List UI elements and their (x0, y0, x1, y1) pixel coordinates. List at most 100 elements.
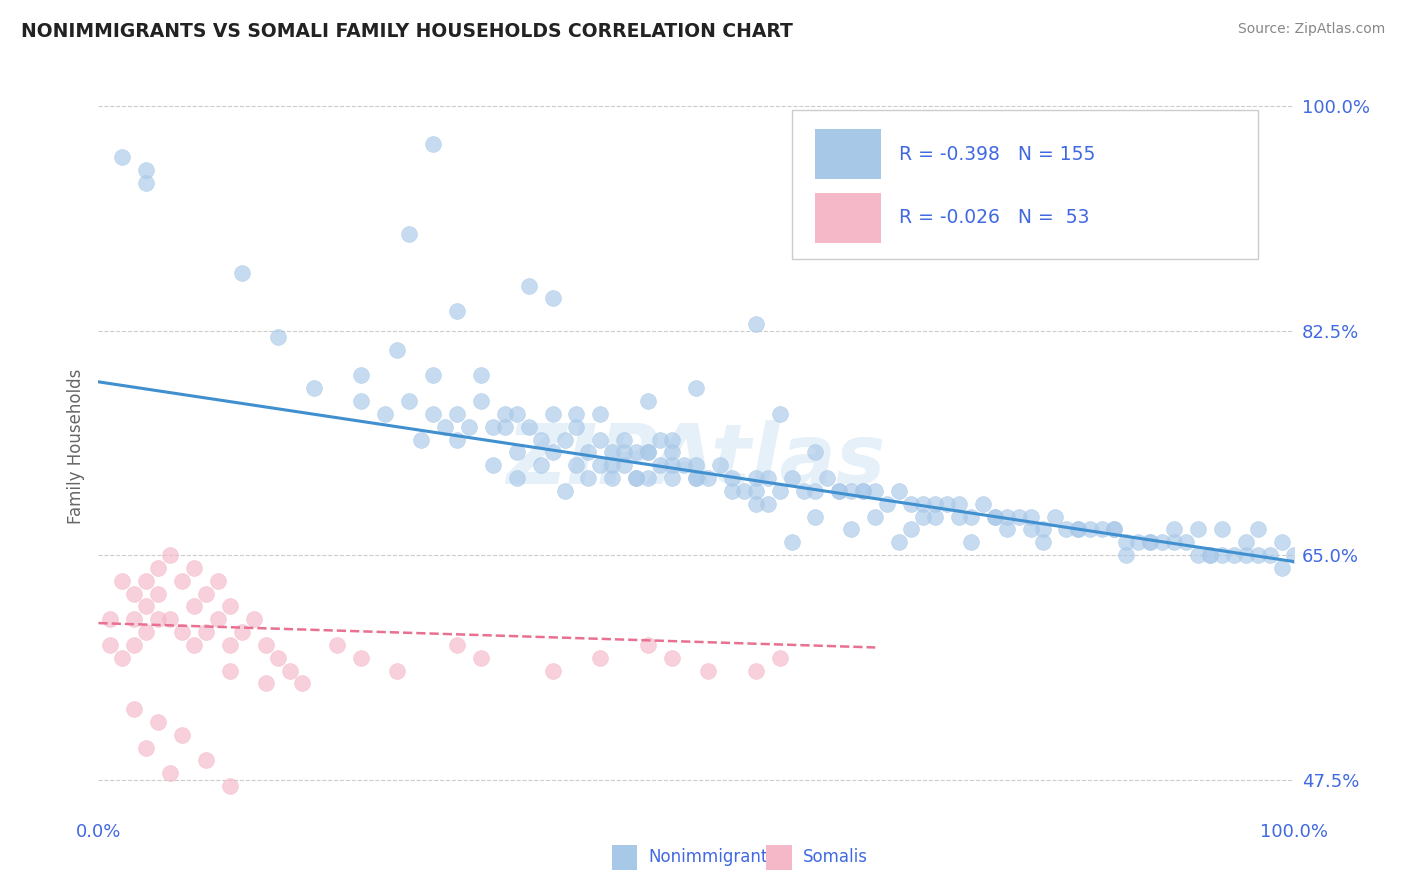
Point (446, 304, 468, 318)
Text: ZIPAtlas: ZIPAtlas (506, 420, 886, 501)
Point (350, 394, 373, 409)
Point (1104, 523, 1126, 537)
Point (984, 509, 1007, 524)
Point (458, 419, 481, 434)
Point (183, 561, 205, 575)
Point (243, 612, 266, 626)
Point (530, 458, 553, 473)
Point (1152, 535, 1174, 549)
Point (661, 433, 683, 447)
Point (172, 625, 194, 640)
Point (1008, 509, 1031, 524)
Point (541, 445, 564, 459)
Point (148, 561, 170, 575)
Point (446, 638, 468, 652)
Point (626, 471, 648, 485)
Text: Nonimmigrants: Nonimmigrants (648, 848, 776, 866)
Point (960, 509, 983, 524)
Point (124, 638, 146, 652)
Point (350, 650, 373, 665)
Point (841, 483, 863, 498)
Point (911, 497, 934, 511)
Point (1056, 523, 1078, 537)
Point (828, 483, 851, 498)
Point (1019, 523, 1042, 537)
Point (434, 419, 457, 434)
Point (900, 523, 922, 537)
Point (195, 625, 218, 640)
Point (148, 586, 170, 600)
Point (374, 407, 396, 421)
FancyBboxPatch shape (815, 193, 882, 243)
Point (1163, 535, 1185, 549)
Point (1282, 548, 1305, 562)
Point (219, 779, 242, 793)
Point (541, 664, 564, 678)
Point (159, 548, 181, 562)
Point (948, 497, 970, 511)
FancyBboxPatch shape (792, 110, 1258, 260)
Point (602, 445, 624, 459)
Point (172, 728, 194, 742)
Y-axis label: Family Households: Family Households (66, 368, 84, 524)
Point (626, 471, 648, 485)
Point (1043, 509, 1066, 524)
Point (972, 497, 994, 511)
Point (1139, 535, 1161, 549)
Point (1187, 548, 1209, 562)
Point (1128, 535, 1150, 549)
Point (780, 471, 803, 485)
Text: Somalis: Somalis (803, 848, 868, 866)
Point (195, 753, 218, 767)
Point (159, 766, 181, 780)
Point (995, 509, 1018, 524)
Point (793, 483, 815, 498)
Point (745, 497, 768, 511)
Point (1211, 523, 1233, 537)
Point (1271, 535, 1294, 549)
Point (1199, 548, 1222, 562)
Point (745, 664, 768, 678)
Point (1223, 548, 1246, 562)
Point (506, 407, 529, 421)
Point (541, 292, 564, 306)
Point (183, 599, 205, 614)
Point (183, 638, 205, 652)
Point (506, 445, 529, 459)
Point (589, 458, 612, 473)
Point (385, 664, 409, 678)
Point (1234, 535, 1257, 549)
Point (804, 509, 827, 524)
Text: Source: ZipAtlas.com: Source: ZipAtlas.com (1237, 22, 1385, 37)
Point (565, 407, 588, 421)
Point (756, 497, 779, 511)
Point (960, 535, 983, 549)
Point (207, 574, 229, 588)
Point (733, 483, 755, 498)
Point (159, 612, 181, 626)
Point (565, 458, 588, 473)
Point (494, 419, 516, 434)
Point (219, 638, 242, 652)
Point (111, 574, 134, 588)
Point (530, 433, 553, 447)
Point (578, 471, 600, 485)
Point (661, 650, 683, 665)
Point (148, 612, 170, 626)
Point (219, 599, 242, 614)
Point (219, 664, 242, 678)
Point (1234, 548, 1257, 562)
Point (231, 625, 253, 640)
Point (637, 445, 659, 459)
Point (626, 445, 648, 459)
Point (385, 343, 409, 357)
Point (589, 433, 612, 447)
Point (517, 419, 540, 434)
Point (1175, 535, 1198, 549)
Point (637, 445, 659, 459)
Point (1247, 548, 1270, 562)
Point (613, 433, 636, 447)
Point (1080, 523, 1102, 537)
Point (302, 381, 325, 395)
Point (124, 612, 146, 626)
